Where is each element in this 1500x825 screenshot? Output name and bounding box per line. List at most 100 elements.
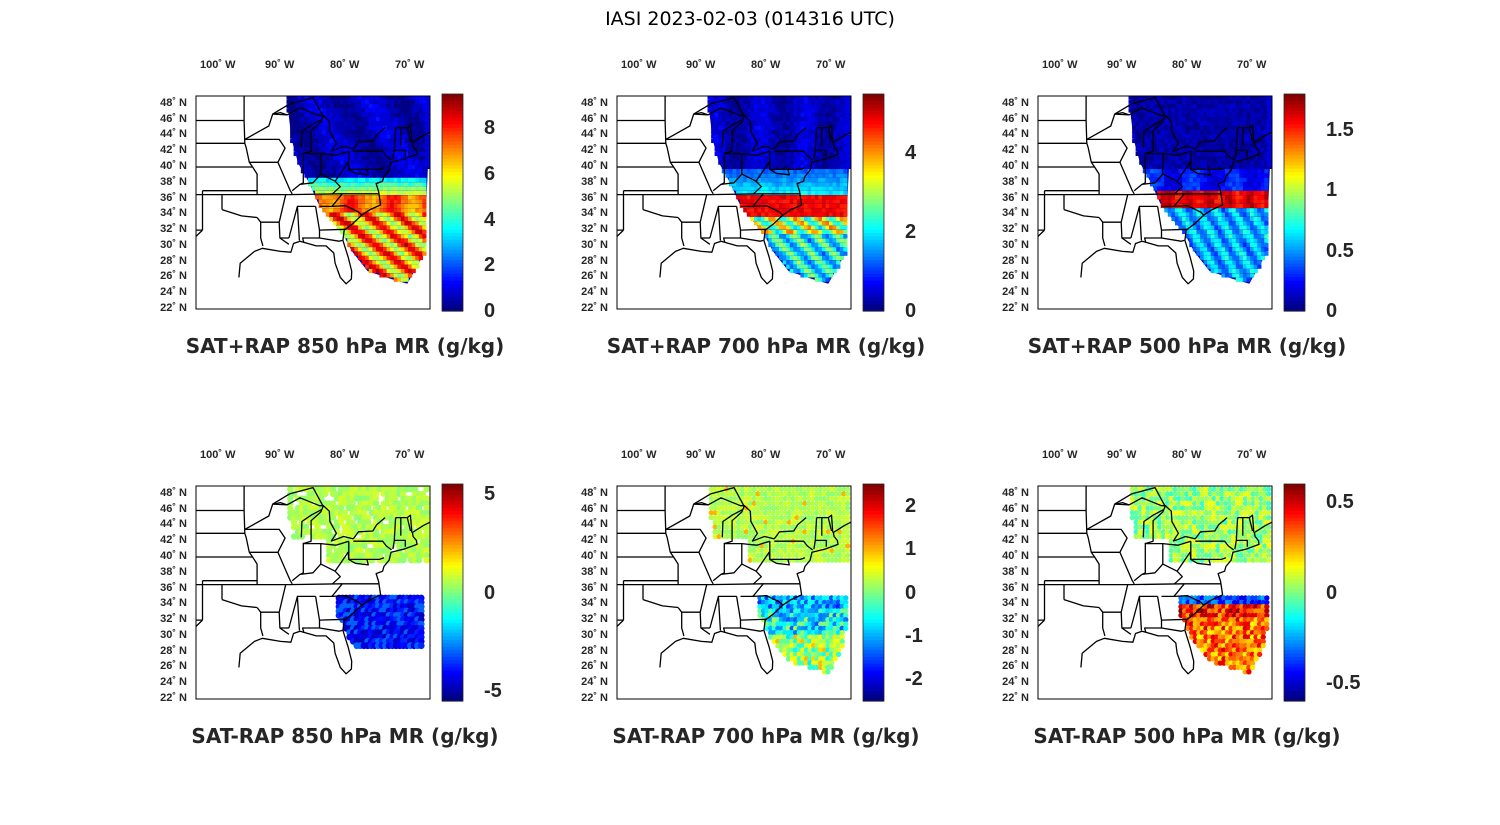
state-borders — [617, 486, 851, 675]
lon-tick-label: 100˚ W — [621, 59, 657, 71]
lat-tick-label: 26˚ N — [1002, 660, 1029, 673]
lat-tick-label: 34˚ N — [160, 207, 187, 220]
figure-title: IASI 2023-02-03 (014316 UTC) — [605, 8, 895, 30]
lat-tick-label: 24˚ N — [581, 286, 608, 299]
lat-tick-label: 30˚ N — [160, 628, 187, 641]
lat-tick-label: 34˚ N — [1002, 207, 1029, 220]
colorbar-tick-label: 2 — [484, 254, 496, 277]
lat-tick-label: 22˚ N — [160, 692, 187, 704]
lat-tick-label: 26˚ N — [1002, 270, 1029, 283]
lat-tick-label: 42˚ N — [1002, 144, 1029, 157]
colorbar-tick-label: 0 — [905, 300, 917, 322]
lat-tick-label: 44˚ N — [581, 518, 608, 531]
colorbar-tick-label: 1.5 — [1326, 119, 1354, 142]
colorbar-tick-label: 0.5 — [1326, 491, 1354, 514]
lat-tick-label: 26˚ N — [160, 660, 187, 673]
lat-tick-label: 22˚ N — [1002, 302, 1029, 314]
colorbar-tick-label: -2 — [905, 668, 923, 691]
lat-tick-label: 32˚ N — [581, 223, 608, 236]
lat-tick-label: 36˚ N — [1002, 581, 1029, 594]
map-panel-700-total: 100˚ W 90˚ W 80˚ W 70˚ W 48˚ N 46˚ N 44˚ N 42˚ … — [556, 59, 976, 412]
state-borders — [196, 96, 430, 285]
lat-tick-label: 38˚ N — [1002, 565, 1029, 578]
map-panel-850-total: 100˚ W 90˚ W 80˚ W 70˚ W 48˚ N 46˚ N 44˚ N 42˚ … — [135, 59, 555, 412]
lat-tick-label: 44˚ N — [1002, 518, 1029, 531]
lat-tick-label: 22˚ N — [581, 302, 608, 314]
lon-tick-label: 80˚ W — [330, 449, 360, 461]
colorbar-tick-label: 5 — [484, 482, 496, 505]
lon-tick-label: 100˚ W — [1042, 449, 1078, 461]
lat-tick-label: 30˚ N — [1002, 238, 1029, 251]
lat-tick-label: 46˚ N — [581, 112, 608, 125]
map-svg — [195, 93, 464, 312]
lat-tick-label: 36˚ N — [160, 581, 187, 594]
lat-tick-label: 46˚ N — [581, 502, 608, 515]
map-frame — [1037, 95, 1273, 310]
colorbar-tick-label: 0 — [905, 581, 917, 604]
map-panel-500-total: 100˚ W 90˚ W 80˚ W 70˚ W 48˚ N 46˚ N 44˚ N 42˚ … — [977, 59, 1397, 412]
lat-tick-label: 42˚ N — [581, 534, 608, 547]
lat-tick-label: 34˚ N — [1002, 597, 1029, 610]
lat-tick-label: 40˚ N — [160, 160, 187, 172]
state-borders — [617, 96, 851, 285]
lon-tick-label: 90˚ W — [1107, 59, 1137, 71]
lat-tick-label: 26˚ N — [581, 660, 608, 673]
lat-tick-label: 28˚ N — [1002, 254, 1029, 267]
lat-tick-label: 32˚ N — [160, 223, 187, 236]
colorbar-tick-label: 1 — [1326, 179, 1338, 202]
map-svg — [1037, 483, 1306, 702]
panel-title: SAT+RAP 500 hPa MR (g/kg) — [1027, 334, 1347, 358]
lat-tick-label: 38˚ N — [160, 565, 187, 578]
lon-tick-label: 70˚ W — [816, 59, 846, 71]
lat-tick-label: 34˚ N — [160, 597, 187, 610]
map-frame — [1037, 485, 1273, 700]
lat-tick-label: 36˚ N — [1002, 191, 1029, 204]
lat-tick-label: 48˚ N — [1002, 96, 1029, 109]
lon-tick-label: 70˚ W — [395, 449, 425, 461]
colorbar-tick-label: -0.5 — [1326, 671, 1361, 694]
lat-tick-label: 28˚ N — [1002, 644, 1029, 657]
lat-tick-label: 22˚ N — [581, 692, 608, 704]
lat-tick-label: 38˚ N — [160, 175, 187, 188]
lat-tick-label: 24˚ N — [581, 676, 608, 689]
lat-tick-label: 30˚ N — [1002, 628, 1029, 641]
lat-tick-label: 34˚ N — [581, 207, 608, 220]
map-svg — [1037, 93, 1306, 312]
lat-tick-label: 32˚ N — [160, 613, 187, 626]
lat-tick-label: 42˚ N — [160, 534, 187, 547]
lon-tick-label: 100˚ W — [200, 59, 236, 71]
panel-title: SAT-RAP 700 hPa MR (g/kg) — [612, 724, 920, 748]
lat-tick-label: 44˚ N — [1002, 128, 1029, 141]
panel-title: SAT-RAP 850 hPa MR (g/kg) — [191, 724, 499, 748]
lat-tick-label: 42˚ N — [160, 144, 187, 157]
lon-tick-label: 80˚ W — [330, 59, 360, 71]
lat-tick-label: 42˚ N — [581, 144, 608, 157]
lat-tick-label: 28˚ N — [581, 254, 608, 267]
lat-tick-label: 44˚ N — [160, 518, 187, 531]
lon-tick-label: 70˚ W — [816, 449, 846, 461]
lat-tick-label: 44˚ N — [160, 128, 187, 141]
lat-tick-label: 30˚ N — [581, 238, 608, 251]
lat-tick-label: 32˚ N — [1002, 223, 1029, 236]
state-borders — [1038, 486, 1272, 675]
lon-tick-label: 80˚ W — [1172, 59, 1202, 71]
map-frame — [195, 485, 431, 700]
colorbar — [862, 93, 885, 312]
lat-tick-label: 40˚ N — [1002, 160, 1029, 172]
lat-tick-label: 38˚ N — [581, 565, 608, 578]
lat-tick-label: 26˚ N — [581, 270, 608, 283]
lat-tick-label: 46˚ N — [1002, 502, 1029, 515]
lat-tick-label: 40˚ N — [581, 160, 608, 172]
lat-tick-label: 36˚ N — [160, 191, 187, 204]
lon-tick-label: 90˚ W — [265, 59, 295, 71]
map-svg — [616, 483, 885, 702]
lat-tick-label: 36˚ N — [581, 191, 608, 204]
lat-tick-label: 30˚ N — [160, 238, 187, 251]
map-frame — [616, 95, 852, 310]
colorbar-tick-label: 6 — [484, 162, 496, 185]
colorbar-tick-label: 0 — [1326, 581, 1338, 604]
lat-tick-label: 32˚ N — [1002, 613, 1029, 626]
state-borders — [196, 486, 430, 675]
lon-tick-label: 90˚ W — [1107, 449, 1137, 461]
lat-tick-label: 22˚ N — [160, 302, 187, 314]
